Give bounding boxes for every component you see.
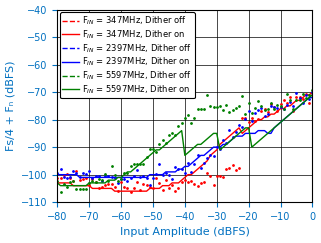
F$_{IN}$ = 5597MHz, Dither off xyxy=(218,104,222,107)
F$_{IN}$ = 5597MHz, Dither on xyxy=(310,93,314,96)
Legend: F$_{IN}$ = 347MHz, Dither off, F$_{IN}$ = 347MHz, Dither on, F$_{IN}$ = 2397MHz,: F$_{IN}$ = 347MHz, Dither off, F$_{IN}$ … xyxy=(60,12,195,98)
F$_{IN}$ = 2397MHz, Dither on xyxy=(78,176,82,179)
F$_{IN}$ = 2397MHz, Dither off xyxy=(56,172,59,175)
Line: F$_{IN}$ = 2397MHz, Dither on: F$_{IN}$ = 2397MHz, Dither on xyxy=(57,98,312,177)
F$_{IN}$ = 347MHz, Dither off xyxy=(288,95,292,98)
F$_{IN}$ = 2397MHz, Dither on xyxy=(56,173,59,176)
F$_{IN}$ = 347MHz, Dither on xyxy=(56,182,59,184)
F$_{IN}$ = 5597MHz, Dither off xyxy=(59,190,63,193)
F$_{IN}$ = 347MHz, Dither on xyxy=(247,126,251,129)
F$_{IN}$ = 347MHz, Dither off xyxy=(247,120,251,123)
F$_{IN}$ = 5597MHz, Dither off xyxy=(288,99,292,102)
F$_{IN}$ = 347MHz, Dither on xyxy=(310,91,314,94)
F$_{IN}$ = 347MHz, Dither off xyxy=(218,175,222,178)
F$_{IN}$ = 347MHz, Dither on xyxy=(218,143,222,146)
F$_{IN}$ = 2397MHz, Dither on xyxy=(247,132,251,135)
F$_{IN}$ = 2397MHz, Dither on xyxy=(310,96,314,99)
F$_{IN}$ = 2397MHz, Dither off xyxy=(199,166,203,169)
F$_{IN}$ = 2397MHz, Dither off xyxy=(266,113,270,115)
X-axis label: Input Amplitude (dBFS): Input Amplitude (dBFS) xyxy=(120,227,250,237)
F$_{IN}$ = 5597MHz, Dither on xyxy=(59,184,63,187)
F$_{IN}$ = 347MHz, Dither off xyxy=(279,103,282,106)
F$_{IN}$ = 5597MHz, Dither off xyxy=(310,88,314,91)
F$_{IN}$ = 347MHz, Dither on xyxy=(199,165,203,168)
F$_{IN}$ = 347MHz, Dither off xyxy=(199,182,203,185)
Y-axis label: Fs/4 + Fₙ (dBFS): Fs/4 + Fₙ (dBFS) xyxy=(5,61,15,151)
F$_{IN}$ = 2397MHz, Dither on xyxy=(279,121,282,124)
F$_{IN}$ = 5597MHz, Dither on xyxy=(288,113,292,116)
F$_{IN}$ = 2397MHz, Dither on xyxy=(199,154,203,157)
F$_{IN}$ = 2397MHz, Dither off xyxy=(148,184,152,187)
F$_{IN}$ = 5597MHz, Dither off xyxy=(279,104,282,107)
F$_{IN}$ = 2397MHz, Dither off xyxy=(279,106,282,109)
F$_{IN}$ = 5597MHz, Dither on xyxy=(247,126,251,129)
F$_{IN}$ = 5597MHz, Dither off xyxy=(56,179,59,182)
F$_{IN}$ = 2397MHz, Dither on xyxy=(307,96,311,99)
F$_{IN}$ = 2397MHz, Dither off xyxy=(310,90,314,93)
F$_{IN}$ = 2397MHz, Dither off xyxy=(247,110,251,113)
F$_{IN}$ = 5597MHz, Dither off xyxy=(247,102,251,104)
F$_{IN}$ = 347MHz, Dither on xyxy=(288,104,292,107)
F$_{IN}$ = 347MHz, Dither on xyxy=(113,190,117,193)
Line: F$_{IN}$ = 5597MHz, Dither on: F$_{IN}$ = 5597MHz, Dither on xyxy=(57,95,312,186)
F$_{IN}$ = 2397MHz, Dither on xyxy=(288,113,292,116)
F$_{IN}$ = 347MHz, Dither off xyxy=(56,177,59,180)
F$_{IN}$ = 347MHz, Dither on xyxy=(266,115,270,118)
F$_{IN}$ = 2397MHz, Dither on xyxy=(266,132,270,135)
F$_{IN}$ = 5597MHz, Dither off xyxy=(199,108,203,111)
F$_{IN}$ = 2397MHz, Dither off xyxy=(288,100,292,103)
F$_{IN}$ = 347MHz, Dither off xyxy=(266,110,270,113)
Line: F$_{IN}$ = 347MHz, Dither on: F$_{IN}$ = 347MHz, Dither on xyxy=(57,92,312,191)
Line: F$_{IN}$ = 5597MHz, Dither off: F$_{IN}$ = 5597MHz, Dither off xyxy=(56,89,314,193)
F$_{IN}$ = 5597MHz, Dither off xyxy=(266,107,270,110)
F$_{IN}$ = 347MHz, Dither off xyxy=(310,92,314,95)
F$_{IN}$ = 5597MHz, Dither on xyxy=(266,132,270,135)
F$_{IN}$ = 2397MHz, Dither off xyxy=(218,147,222,150)
Line: F$_{IN}$ = 347MHz, Dither off: F$_{IN}$ = 347MHz, Dither off xyxy=(56,92,314,193)
F$_{IN}$ = 5597MHz, Dither on xyxy=(218,148,222,151)
F$_{IN}$ = 5597MHz, Dither on xyxy=(279,121,282,124)
Line: F$_{IN}$ = 2397MHz, Dither off: F$_{IN}$ = 2397MHz, Dither off xyxy=(56,90,314,187)
F$_{IN}$ = 5597MHz, Dither on xyxy=(56,182,59,184)
F$_{IN}$ = 347MHz, Dither on xyxy=(279,107,282,110)
F$_{IN}$ = 2397MHz, Dither on xyxy=(218,146,222,148)
F$_{IN}$ = 5597MHz, Dither on xyxy=(199,143,203,146)
F$_{IN}$ = 347MHz, Dither off xyxy=(129,190,133,193)
